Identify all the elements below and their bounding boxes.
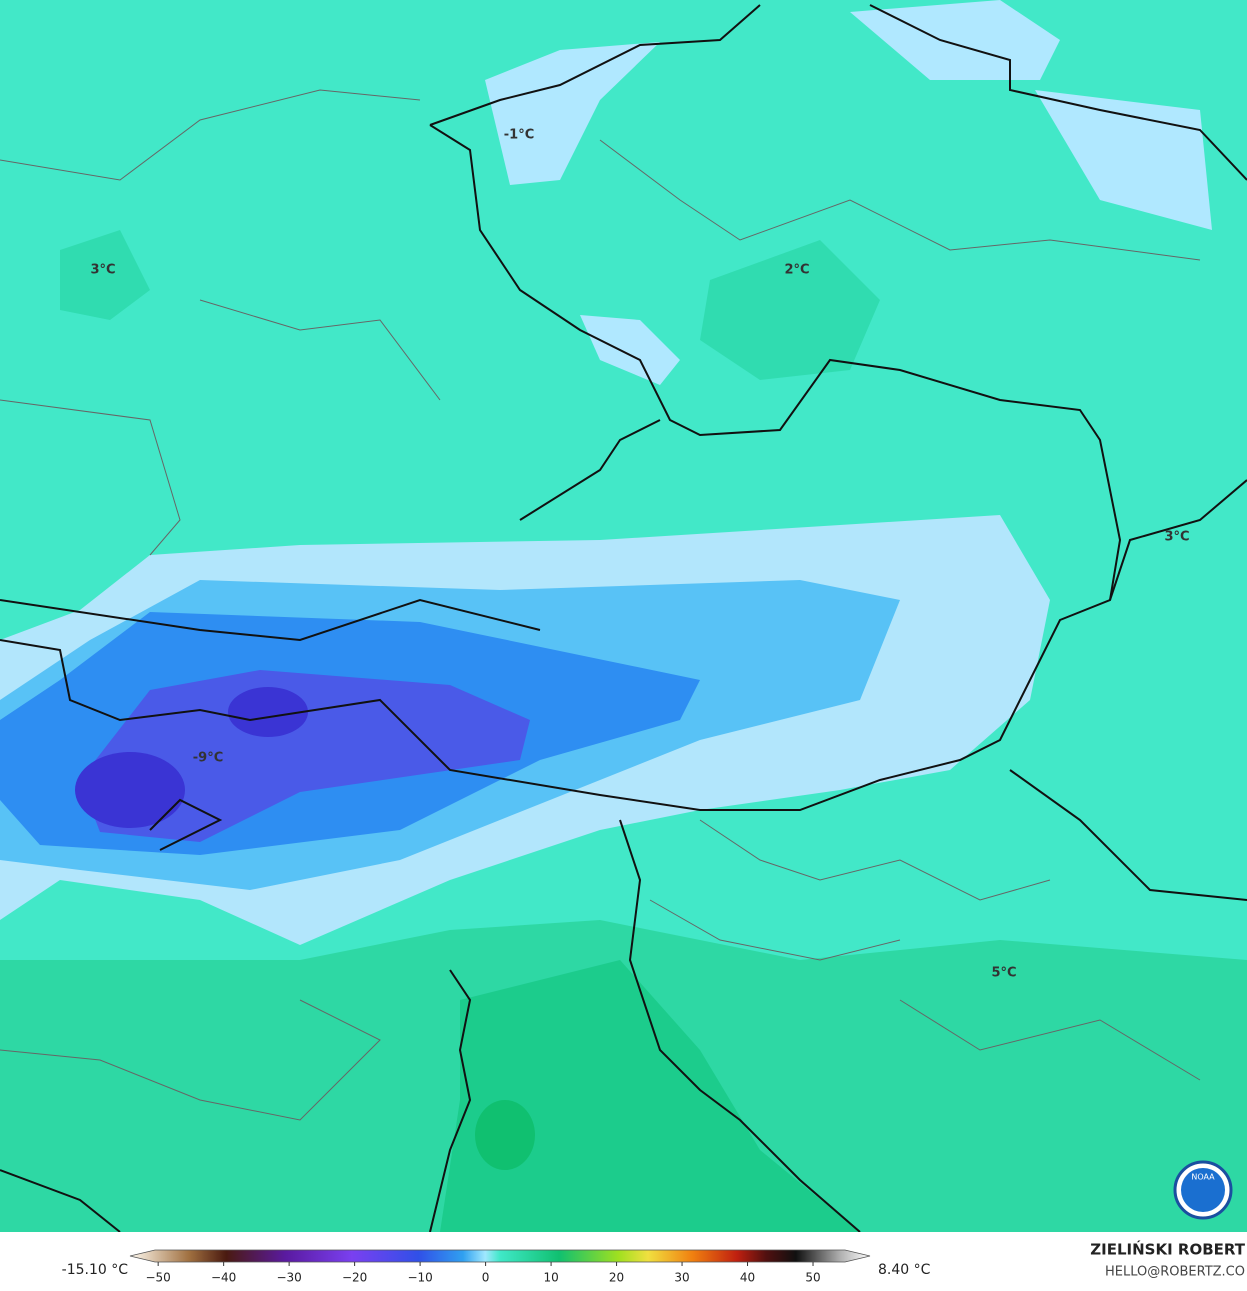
zone (700, 240, 880, 380)
cold-core (228, 687, 308, 737)
min-value: -15.10 °C (62, 1262, 129, 1278)
colorbar-ticks: −50 −40 −30 −20 −10 0 10 20 30 40 50 (145, 1262, 821, 1285)
colorbar-tick-label: −30 (276, 1271, 301, 1285)
region-lines (0, 89, 1201, 1121)
logo-text: NOAA (1191, 1173, 1215, 1182)
colorbar-tick-label: 30 (674, 1271, 689, 1285)
isotherm-label: -1°C (504, 128, 534, 143)
colorbar-tick-label: 0 (482, 1271, 490, 1285)
colorbar (129, 1249, 871, 1263)
cold-zone (580, 315, 680, 385)
zone (60, 230, 150, 320)
colorbar-tick-label: −40 (211, 1271, 236, 1285)
cold-core (75, 752, 185, 828)
max-value: 8.40 °C (878, 1262, 931, 1278)
colorbar-tick-label: −50 (145, 1271, 170, 1285)
warm-zone (440, 960, 860, 1232)
map: -1°C 3°C 2°C 3°C -9°C 5°C NOAA (0, 0, 1247, 1233)
isotherm-label: 5°C (991, 966, 1016, 981)
cold-zone (1035, 90, 1212, 230)
isotherm-label: 3°C (90, 263, 115, 278)
credit-email: HELLO@ROBERTZ.CO (1105, 1265, 1245, 1280)
credit-name: ZIELIŃSKI ROBERT (1090, 1240, 1245, 1259)
cold-zone (80, 670, 530, 842)
colorbar-tick-label: 10 (543, 1271, 558, 1285)
isotherm-label: 3°C (1164, 530, 1189, 545)
borders (0, 4, 1247, 1233)
isotherm-label: -9°C (193, 751, 223, 766)
colorbar-tick-label: 40 (740, 1271, 755, 1285)
colorbar-tick-label: 20 (609, 1271, 624, 1285)
noaa-logo: NOAA (1173, 1160, 1233, 1220)
warm-zone (475, 1100, 535, 1170)
isotherm-label: 2°C (784, 263, 809, 278)
colorbar-tick-label: −10 (407, 1271, 432, 1285)
logo-disc (1181, 1168, 1225, 1212)
colorbar-tick-label: −20 (342, 1271, 367, 1285)
colorbar-tick-label: 50 (805, 1271, 820, 1285)
cold-zone (485, 42, 660, 185)
